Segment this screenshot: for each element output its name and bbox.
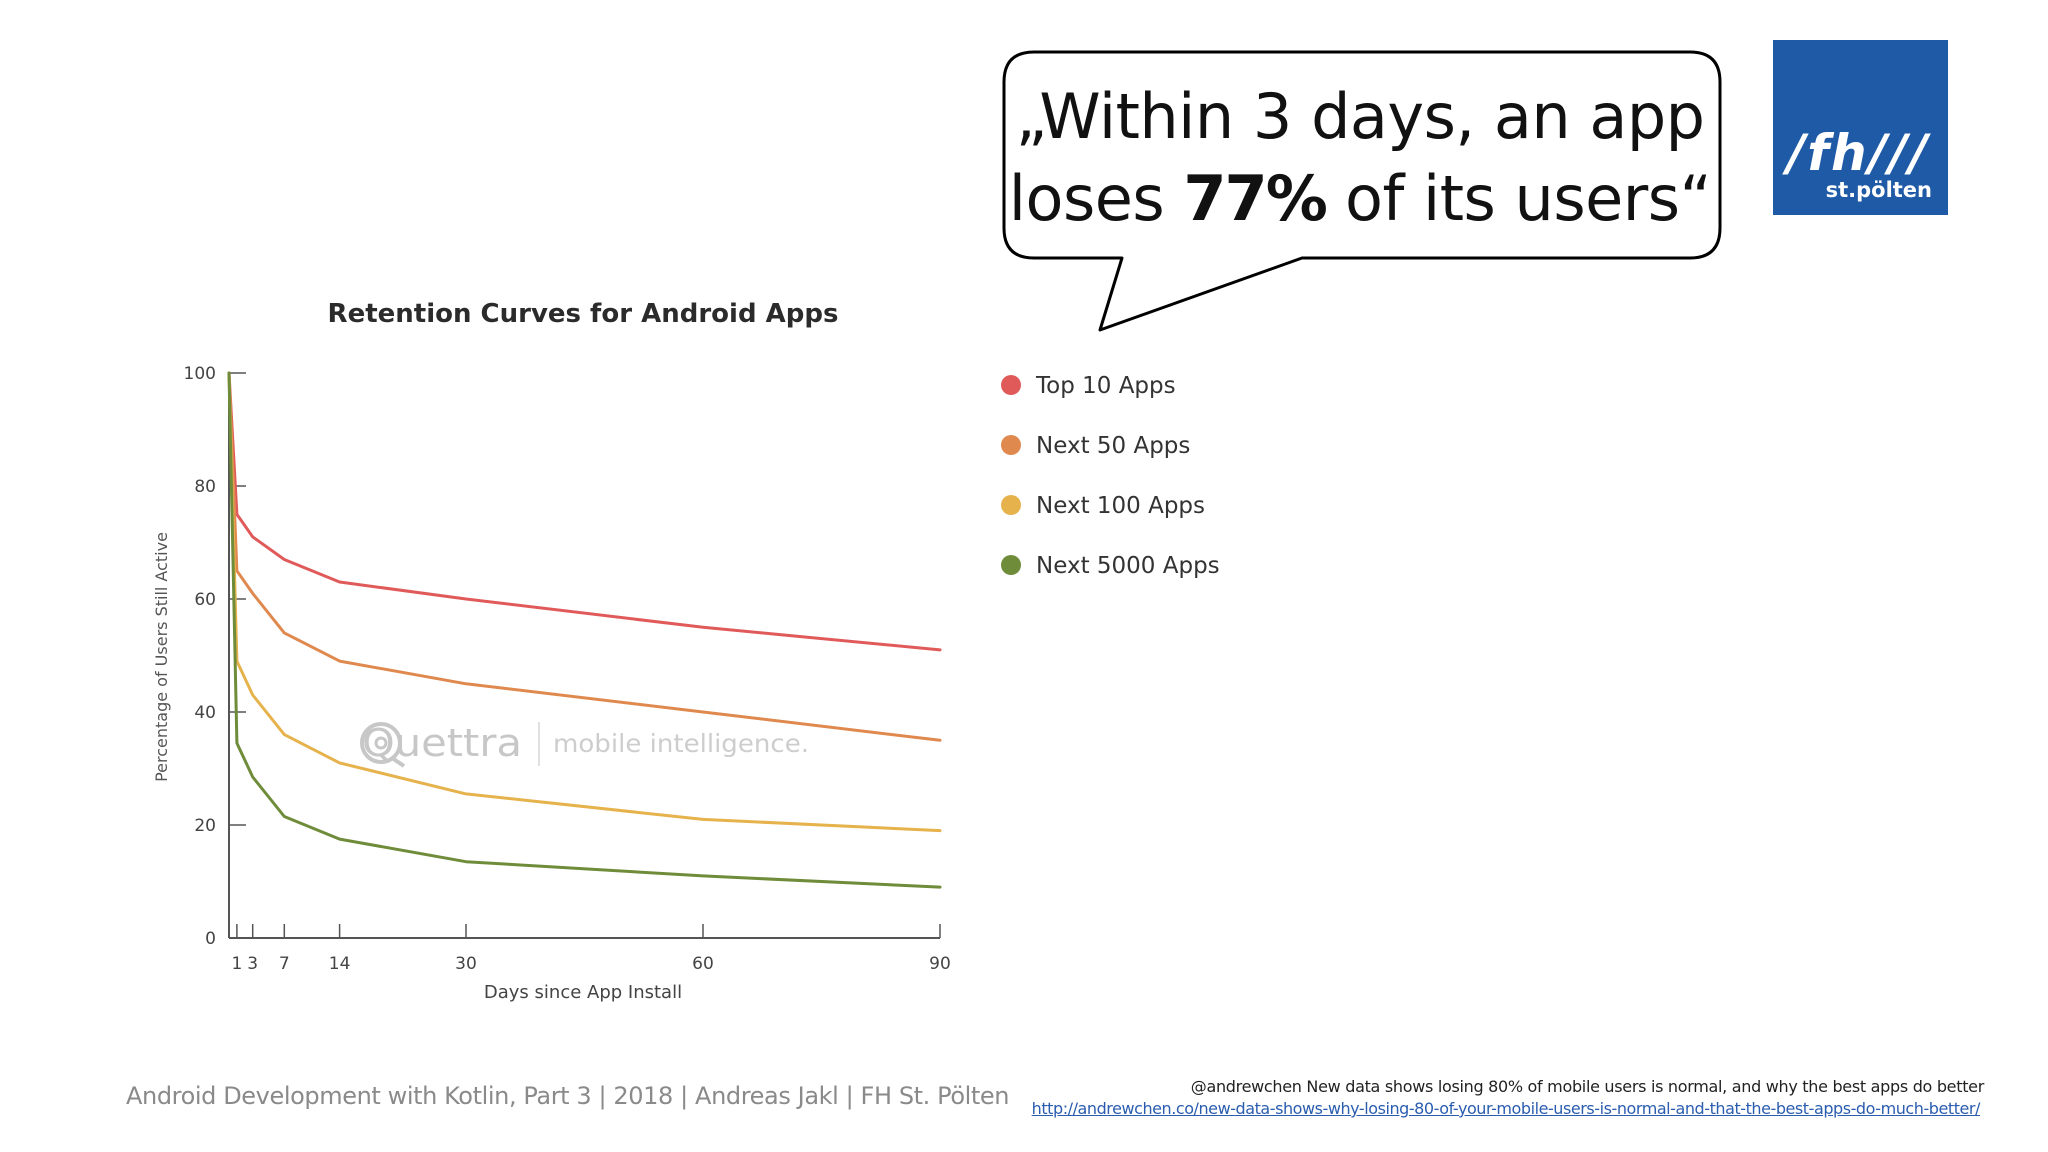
speech-bubble-outline [1002, 50, 1722, 332]
fh-st-poelten-logo: /fh/// st.pölten [1773, 40, 1948, 215]
logo-wordmark: /fh/// [1787, 124, 1930, 182]
legend-marker [1001, 375, 1021, 395]
y-tick-label: 20 [194, 816, 216, 836]
legend-marker [1001, 495, 1021, 515]
x-tick-label: 3 [247, 954, 258, 974]
x-tick-label: 7 [279, 954, 290, 974]
series-line-3 [227, 371, 942, 833]
footer-source-credit: @andrewchen New data shows losing 80% of… [1190, 1077, 1985, 1096]
chart-axes: 0 20 40 60 80 100 1 3 7 14 30 60 90 [184, 364, 951, 974]
quote-line-2: loses 77% of its users“ [1004, 158, 1716, 240]
quote-highlight-percentage: 77% [1183, 162, 1327, 235]
y-axis-label: Percentage of Users Still Active [152, 532, 171, 782]
footer-source-link[interactable]: http://andrewchen.co/new-data-shows-why-… [1031, 1099, 1981, 1118]
x-axis-label: Days since App Install [484, 982, 682, 1003]
quettra-logo-ring [360, 722, 402, 764]
quote-line-2-start: loses [1008, 162, 1184, 235]
quettra-watermark: Quettra mobile intelligence. [360, 721, 809, 768]
x-tick-label: 14 [329, 954, 351, 974]
legend-label: Next 100 Apps [1036, 493, 1205, 519]
quettra-tagline: mobile intelligence. [553, 729, 809, 758]
retention-chart: Retention Curves for Android Apps Quettr… [152, 299, 1220, 1003]
quettra-logo-tail [390, 756, 406, 768]
legend-marker [1001, 555, 1021, 575]
y-tick-label: 80 [194, 477, 216, 497]
y-tick-label: 100 [184, 364, 216, 384]
x-tick-label: 30 [455, 954, 477, 974]
legend-label: Top 10 Apps [1035, 373, 1176, 399]
chart-series-lines [227, 371, 942, 889]
x-tick-label: 1 [231, 954, 242, 974]
series-line-1 [227, 371, 942, 652]
y-tick-label: 60 [194, 590, 216, 610]
legend-label: Next 5000 Apps [1036, 553, 1220, 579]
logo-subtitle: st.pölten [1825, 178, 1932, 202]
quettra-logo-dot [374, 736, 388, 750]
x-tick-label: 60 [692, 954, 714, 974]
y-tick-label: 40 [194, 703, 216, 723]
series-line-2 [227, 371, 942, 742]
chart-legend: Top 10 Apps Next 50 Apps Next 100 Apps Next… [1001, 373, 1220, 579]
quettra-brand: Quettra [362, 721, 522, 765]
footer-course-info: Android Development with Kotlin, Part 3 … [126, 1082, 1010, 1110]
quote-line-1: „Within 3 days, an app [1015, 80, 1705, 153]
quote-line-2-end: of its users“ [1325, 162, 1712, 235]
legend-marker [1001, 435, 1021, 455]
chart-title: Retention Curves for Android Apps [328, 299, 839, 329]
series-line-4 [227, 371, 942, 889]
speech-bubble [1002, 50, 1722, 332]
y-tick-label: 0 [205, 929, 216, 949]
x-tick-label: 90 [929, 954, 951, 974]
legend-label: Next 50 Apps [1036, 433, 1190, 459]
